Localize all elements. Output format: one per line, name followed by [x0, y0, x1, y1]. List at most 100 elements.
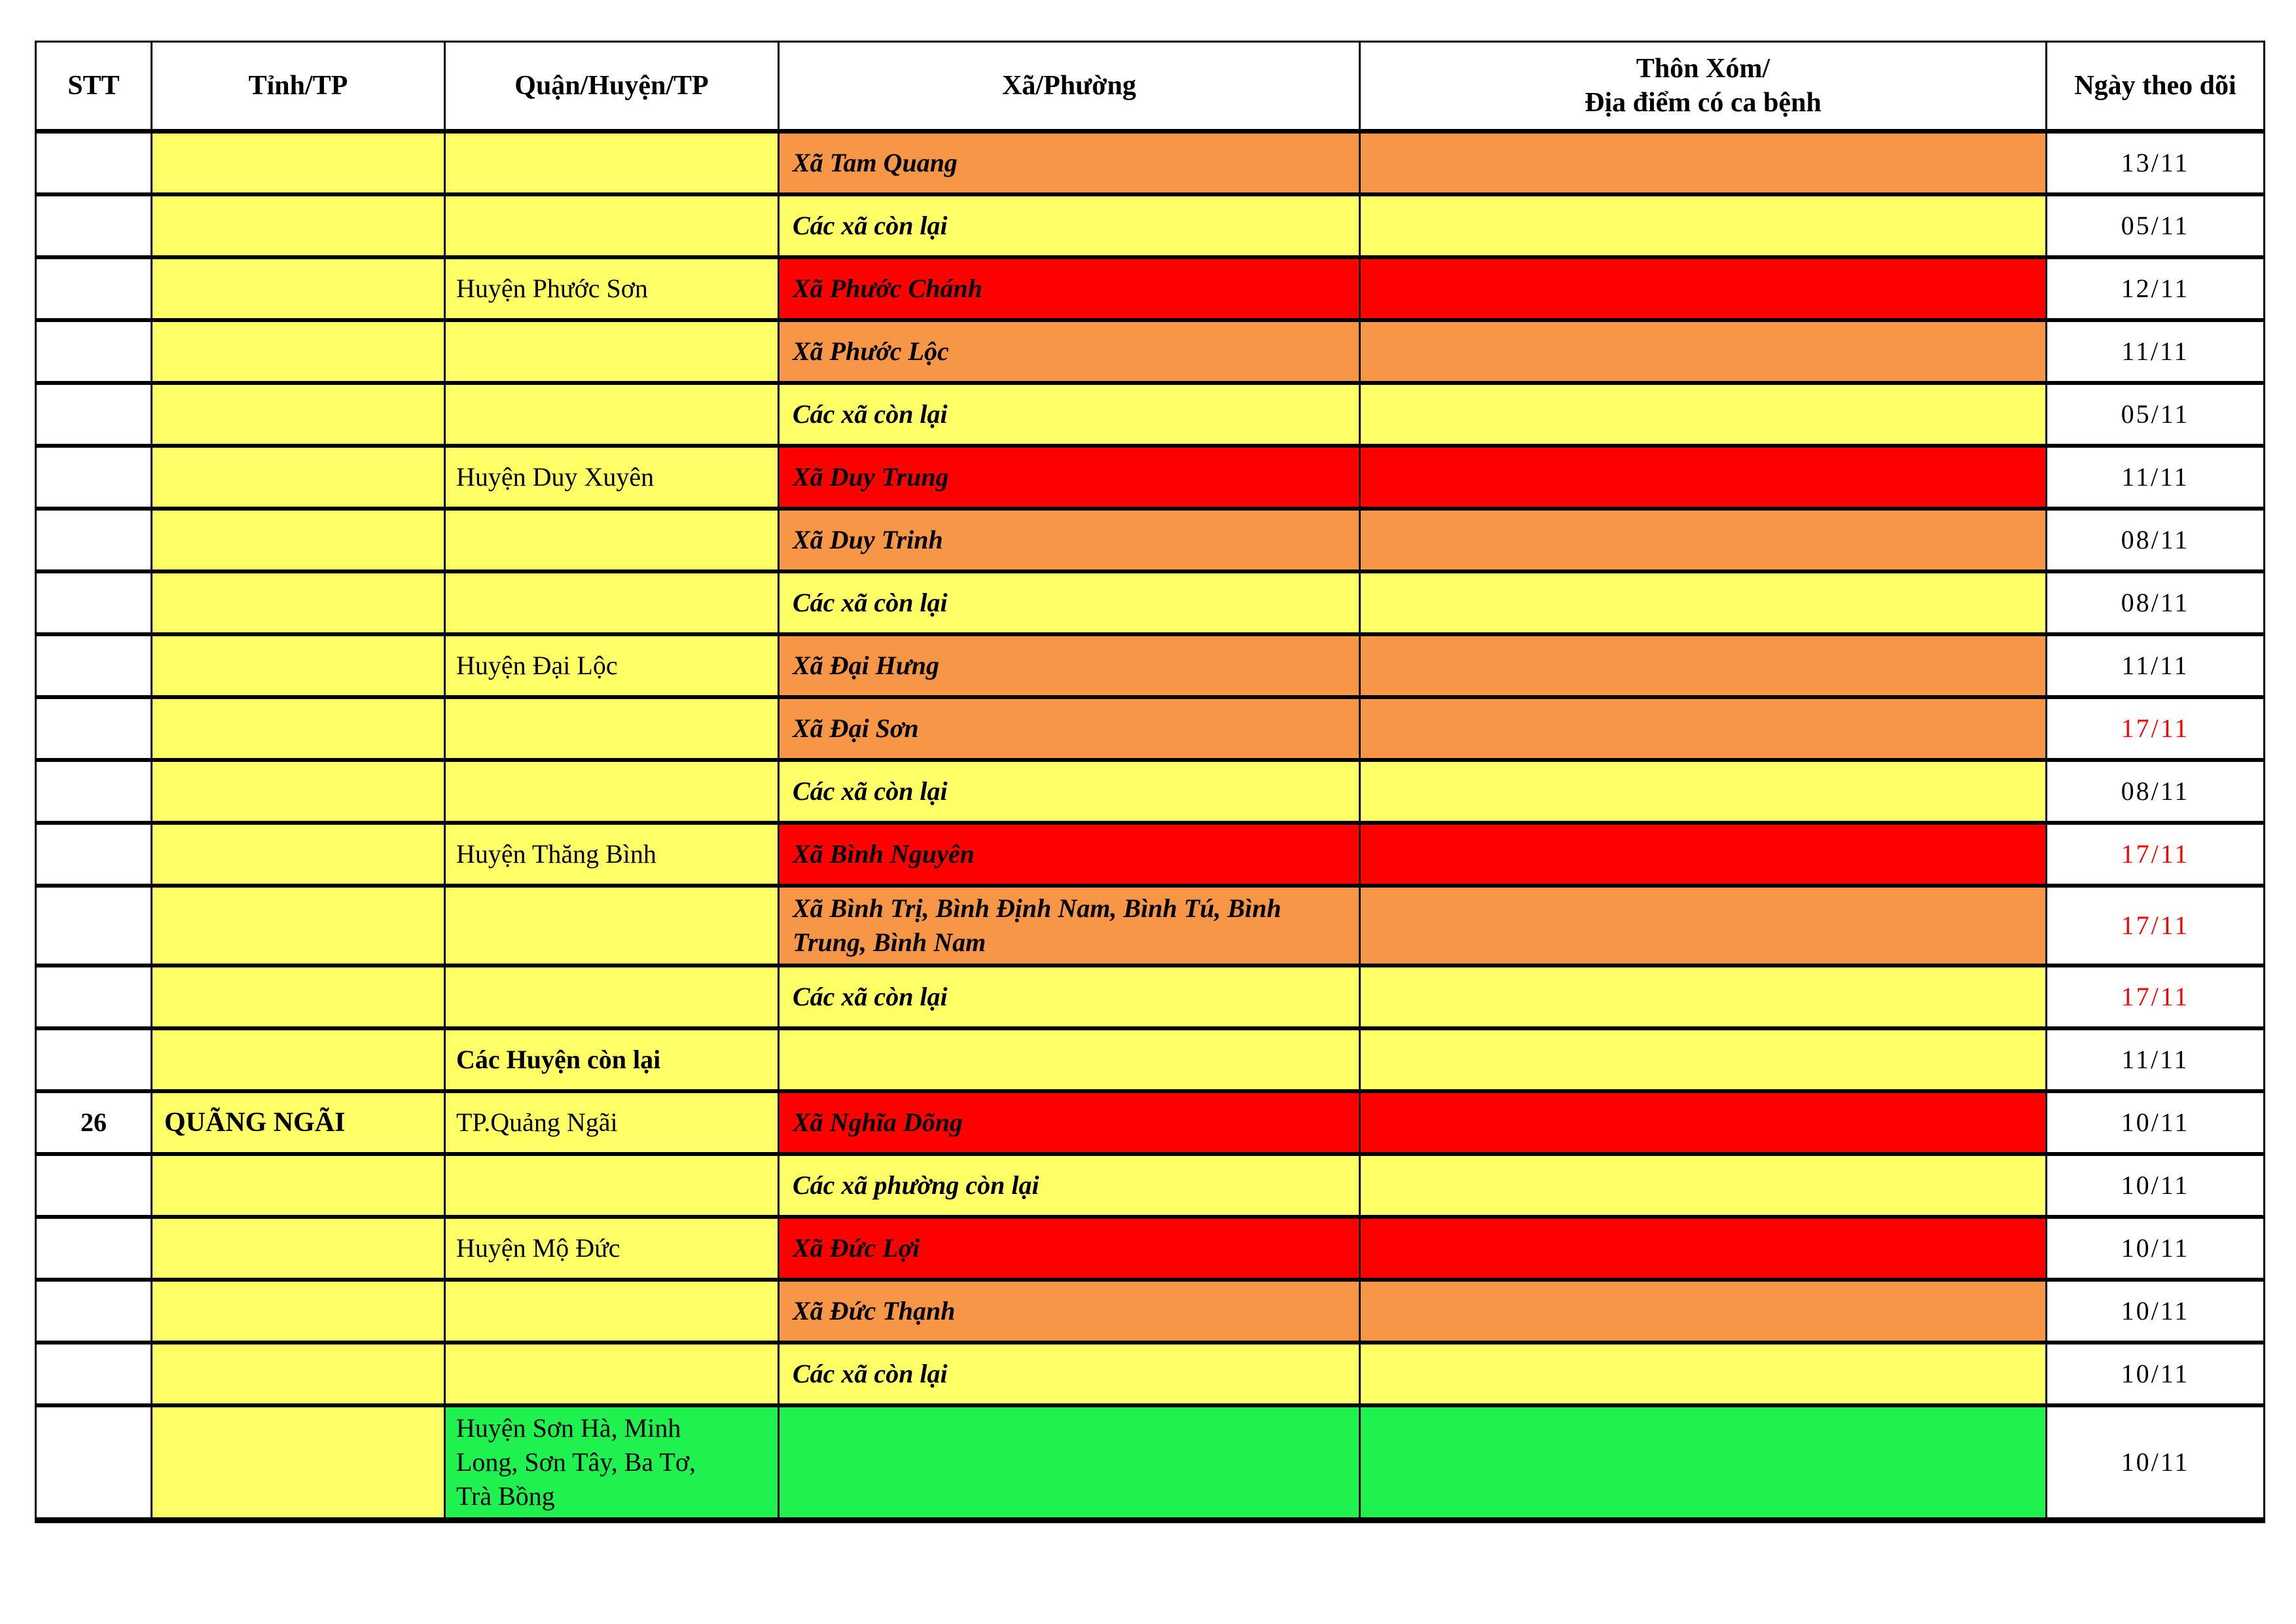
cell-ngay: 17/11	[2045, 820, 2265, 888]
cell-stt	[35, 695, 152, 762]
cell-quan	[444, 380, 780, 448]
cell-xa: Xã Đại Hưng	[778, 632, 1361, 699]
cell-quan: Các Huyện còn lại	[444, 1026, 780, 1093]
table-row: 26 QUÃNG NGÃI TP.Quảng Ngãi Xã Nghĩa Dõn…	[35, 1089, 2265, 1156]
cell-thon	[1359, 1214, 2047, 1282]
cell-xa: Xã Phước Lộc	[778, 317, 1361, 385]
cell-stt	[35, 963, 152, 1030]
cell-tinh	[151, 757, 446, 825]
cell-tinh: QUÃNG NGÃI	[151, 1089, 446, 1156]
cell-stt	[35, 757, 152, 825]
cell-stt	[35, 1403, 152, 1523]
cell-ngay: 11/11	[2045, 317, 2265, 385]
cell-thon	[1359, 443, 2047, 511]
cell-thon	[1359, 1403, 2047, 1523]
table-row: Các xã phường còn lại 10/11	[35, 1151, 2265, 1219]
cell-ngay: 17/11	[2045, 883, 2265, 967]
cell-stt	[35, 1340, 152, 1407]
cell-thon	[1359, 695, 2047, 762]
cell-stt	[35, 317, 152, 385]
cell-thon	[1359, 380, 2047, 448]
cell-tinh	[151, 443, 446, 511]
cell-xa	[778, 1026, 1361, 1093]
cell-thon	[1359, 506, 2047, 573]
cell-ngay: 11/11	[2045, 632, 2265, 699]
cell-quan	[444, 1151, 780, 1219]
cell-quan	[444, 963, 780, 1030]
table-row: Xã Bình Trị, Bình Định Nam, Bình Tú, Bìn…	[35, 883, 2265, 967]
cell-thon	[1359, 569, 2047, 636]
header-stt: STT	[35, 41, 152, 134]
cell-tinh	[151, 963, 446, 1030]
cell-thon	[1359, 129, 2047, 196]
cell-xa: Xã Đại Sơn	[778, 695, 1361, 762]
table-row: Huyện Sơn Hà, Minh Long, Sơn Tây, Ba Tơ,…	[35, 1403, 2265, 1523]
cell-quan: Huyện Đại Lộc	[444, 632, 780, 699]
cell-stt	[35, 1026, 152, 1093]
cell-thon	[1359, 632, 2047, 699]
cell-ngay: 05/11	[2045, 192, 2265, 259]
cell-ngay: 05/11	[2045, 380, 2265, 448]
cell-thon	[1359, 192, 2047, 259]
cell-tinh	[151, 632, 446, 699]
cell-xa: Xã Nghĩa Dõng	[778, 1089, 1361, 1156]
cell-stt	[35, 1277, 152, 1344]
cell-xa	[778, 1403, 1361, 1523]
cell-ngay: 08/11	[2045, 569, 2265, 636]
cell-thon	[1359, 963, 2047, 1030]
table-row: Huyện Đại Lộc Xã Đại Hưng 11/11	[35, 632, 2265, 699]
cell-ngay: 11/11	[2045, 443, 2265, 511]
table-row: Xã Duy Trinh 08/11	[35, 506, 2265, 573]
cell-stt	[35, 1151, 152, 1219]
table-row: Các Huyện còn lại 11/11	[35, 1026, 2265, 1093]
cell-quan: Huyện Phước Sơn	[444, 255, 780, 322]
cell-xa: Các xã còn lại	[778, 1340, 1361, 1407]
table-row: Xã Đức Thạnh 10/11	[35, 1277, 2265, 1344]
cell-stt	[35, 255, 152, 322]
cell-xa: Các xã phường còn lại	[778, 1151, 1361, 1219]
header-thon-line1: Thôn Xóm/	[1636, 53, 1770, 84]
cell-quan: Huyện Duy Xuyên	[444, 443, 780, 511]
cell-xa: Xã Đức Lợi	[778, 1214, 1361, 1282]
table-row: Xã Phước Lộc 11/11	[35, 317, 2265, 385]
cell-xa: Các xã còn lại	[778, 569, 1361, 636]
cell-tinh	[151, 1403, 446, 1523]
table-row: Các xã còn lại 05/11	[35, 380, 2265, 448]
cell-quan	[444, 695, 780, 762]
header-tinh: Tỉnh/TP	[151, 41, 446, 134]
cell-stt	[35, 632, 152, 699]
cell-thon	[1359, 1089, 2047, 1156]
cell-tinh	[151, 1026, 446, 1093]
cell-thon	[1359, 317, 2047, 385]
cell-xa: Xã Phước Chánh	[778, 255, 1361, 322]
table-row: Huyện Mộ Đức Xã Đức Lợi 10/11	[35, 1214, 2265, 1282]
cell-stt: 26	[35, 1089, 152, 1156]
cell-quan: TP.Quảng Ngãi	[444, 1089, 780, 1156]
cell-thon	[1359, 1340, 2047, 1407]
cell-tinh	[151, 380, 446, 448]
cell-ngay: 08/11	[2045, 506, 2265, 573]
cell-xa: Xã Đức Thạnh	[778, 1277, 1361, 1344]
cell-tinh	[151, 1214, 446, 1282]
cell-ngay: 08/11	[2045, 757, 2265, 825]
cell-thon	[1359, 820, 2047, 888]
cell-quan	[444, 1277, 780, 1344]
cell-thon	[1359, 1026, 2047, 1093]
cell-thon	[1359, 757, 2047, 825]
cell-quan	[444, 506, 780, 573]
cell-ngay: 12/11	[2045, 255, 2265, 322]
cell-quan: Huyện Thăng Bình	[444, 820, 780, 888]
header-quan: Quận/Huyện/TP	[444, 41, 780, 134]
cell-stt	[35, 506, 152, 573]
cell-quan	[444, 1340, 780, 1407]
cell-tinh	[151, 255, 446, 322]
cell-xa: Các xã còn lại	[778, 380, 1361, 448]
table-row: Xã Tam Quang 13/11	[35, 129, 2265, 196]
cell-tinh	[151, 1151, 446, 1219]
cell-ngay: 11/11	[2045, 1026, 2265, 1093]
cell-thon	[1359, 1277, 2047, 1344]
cell-xa: Xã Bình Trị, Bình Định Nam, Bình Tú, Bìn…	[778, 883, 1361, 967]
cell-ngay: 10/11	[2045, 1089, 2265, 1156]
header-ngay: Ngày theo dõi	[2045, 41, 2265, 134]
